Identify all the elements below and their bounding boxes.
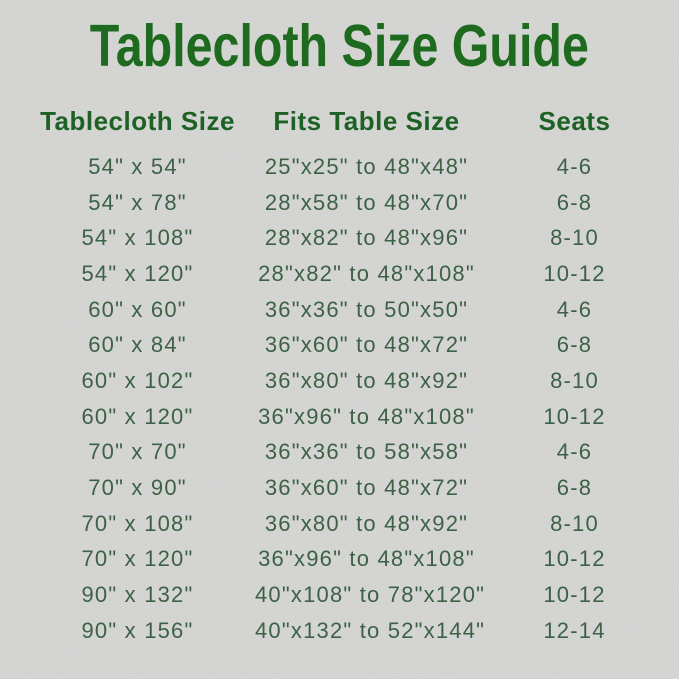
seats-cell: 4-6 [556,153,593,179]
fits-table-size-cell: 40"x132" to 52"x144" [255,617,486,643]
table-row: 60" x 84" 36"x60" to 48"x72" 6-8 [0,327,679,363]
table-row: 54" x 78" 28"x58" to 48"x70" 6-8 [0,185,679,221]
tablecloth-size-cell: 60" x 102" [81,367,194,393]
seats-cell: 10-12 [543,260,606,286]
tablecloth-size-cell: 54" x 120" [81,260,194,286]
seats-cell: 6-8 [556,189,593,215]
fits-table-size-cell: 36"x36" to 58"x58" [264,439,469,465]
seats-cell: 6-8 [556,475,593,501]
seats-cell: 8-10 [550,367,599,393]
table-row: 70" x 70" 36"x36" to 58"x58" 4-6 [0,435,679,471]
tablecloth-size-cell: 54" x 108" [81,225,194,251]
page-title-text: Tablecloth Size Guide [89,13,590,79]
table-row: 60" x 102" 36"x80" to 48"x92" 8-10 [0,363,679,399]
table-row: 90" x 132" 40"x108" to 78"x120" 10-12 [0,577,679,613]
seats-cell: 10-12 [543,546,606,572]
tablecloth-size-cell: 90" x 156" [81,617,194,643]
tablecloth-size-cell: 70" x 120" [81,546,194,572]
table-row: 70" x 108" 36"x80" to 48"x92" 8-10 [0,506,679,542]
column-header-tablecloth-size: Tablecloth Size [40,105,235,136]
page-title: Tablecloth Size Guide [0,14,679,78]
tablecloth-size-cell: 54" x 54" [88,153,187,179]
tablecloth-size-cell: 54" x 78" [88,189,187,215]
fits-table-size-cell: 36"x60" to 48"x72" [264,475,469,501]
table-row: 60" x 60" 36"x36" to 50"x50" 4-6 [0,292,679,328]
seats-cell: 8-10 [550,225,599,251]
seats-cell: 8-10 [550,510,599,536]
fits-table-size-cell: 36"x80" to 48"x92" [264,367,469,393]
table-row: 70" x 90" 36"x60" to 48"x72" 6-8 [0,470,679,506]
tablecloth-size-cell: 70" x 90" [88,475,187,501]
seats-cell: 4-6 [556,439,593,465]
table-row: 90" x 156" 40"x132" to 52"x144" 12-14 [0,613,679,649]
column-header-fits-table-size: Fits Table Size [273,105,460,136]
table-row: 54" x 54" 25"x25" to 48"x48" 4-6 [0,149,679,185]
seats-cell: 10-12 [543,403,606,429]
fits-table-size-cell: 28"x58" to 48"x70" [264,189,469,215]
tablecloth-size-cell: 60" x 60" [88,296,187,322]
fits-table-size-cell: 28"x82" to 48"x96" [264,225,469,251]
seats-cell: 6-8 [556,332,593,358]
fits-table-size-cell: 36"x80" to 48"x92" [264,510,469,536]
table-row: 54" x 108" 28"x82" to 48"x96" 8-10 [0,220,679,256]
seats-cell: 4-6 [556,296,593,322]
table-body: 54" x 54" 25"x25" to 48"x48" 4-6 54" x 7… [0,149,679,649]
seats-cell: 12-14 [543,617,606,643]
seats-cell: 10-12 [543,582,606,608]
table-row: 54" x 120" 28"x82" to 48"x108" 10-12 [0,256,679,292]
tablecloth-size-cell: 60" x 84" [88,332,187,358]
tablecloth-size-cell: 90" x 132" [81,582,194,608]
tablecloth-size-cell: 60" x 120" [81,403,194,429]
fits-table-size-cell: 36"x96" to 48"x108" [258,546,475,572]
fits-table-size-cell: 36"x60" to 48"x72" [264,332,469,358]
size-guide-table: Tablecloth Size Fits Table Size Seats 54… [0,104,679,649]
fits-table-size-cell: 25"x25" to 48"x48" [264,153,469,179]
table-header-row: Tablecloth Size Fits Table Size Seats [0,104,679,138]
tablecloth-size-cell: 70" x 108" [81,510,194,536]
fits-table-size-cell: 40"x108" to 78"x120" [255,582,486,608]
fits-table-size-cell: 36"x36" to 50"x50" [264,296,469,322]
table-row: 60" x 120" 36"x96" to 48"x108" 10-12 [0,399,679,435]
table-row: 70" x 120" 36"x96" to 48"x108" 10-12 [0,542,679,578]
fits-table-size-cell: 36"x96" to 48"x108" [258,403,475,429]
tablecloth-size-cell: 70" x 70" [88,439,187,465]
fits-table-size-cell: 28"x82" to 48"x108" [258,260,475,286]
column-header-seats: Seats [538,105,611,136]
